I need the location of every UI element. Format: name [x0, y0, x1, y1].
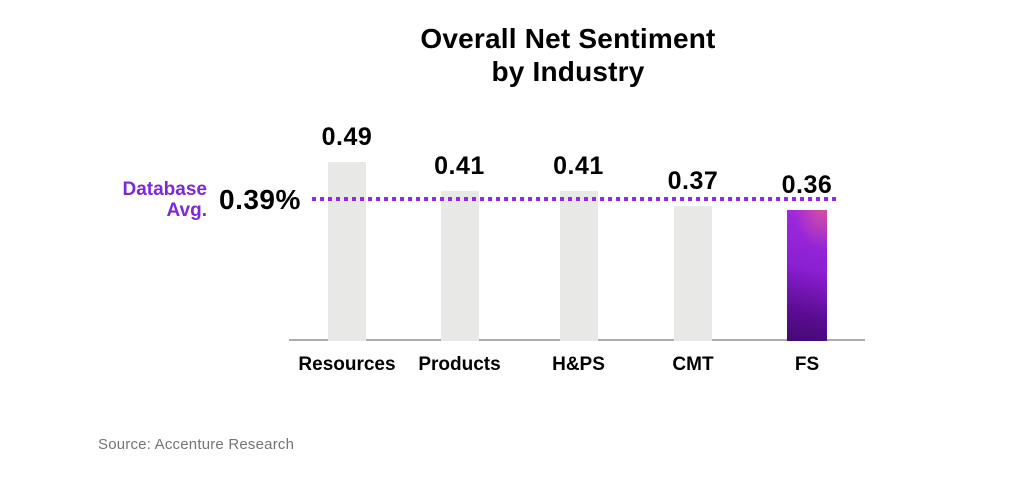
chart-title-line2: by Industry [491, 56, 645, 87]
database-avg-label-line1: Database [122, 179, 208, 200]
chart-title: Overall Net Sentiment by Industry [420, 22, 715, 88]
database-avg-value: 0.39% [219, 184, 301, 215]
bar-resources [328, 162, 366, 341]
chart-title-line1: Overall Net Sentiment [420, 23, 716, 54]
category-label-hps: H&PS [552, 354, 605, 375]
database-avg-label-line2: Avg. [166, 200, 207, 221]
bar-value-label-products: 0.41 [434, 152, 485, 180]
bar-value-label-fs: 0.36 [781, 171, 833, 199]
category-label-cmt: CMT [672, 354, 714, 375]
bar-products [440, 191, 479, 341]
average-dotted-line [312, 197, 838, 201]
bar-value-label-resources: 0.49 [321, 123, 373, 151]
bar-fs [787, 210, 827, 341]
bar-cmt [674, 206, 712, 341]
database-avg-label: Database Avg. [123, 179, 208, 221]
category-label-fs: FS [794, 354, 820, 375]
category-label-products: Products [418, 354, 501, 375]
source-note: Source: Accenture Research [98, 436, 295, 453]
bar-hps [559, 191, 598, 341]
bar-value-label-cmt: 0.37 [667, 167, 719, 195]
bar-value-label-hps: 0.41 [553, 152, 604, 180]
category-label-resources: Resources [298, 354, 396, 375]
